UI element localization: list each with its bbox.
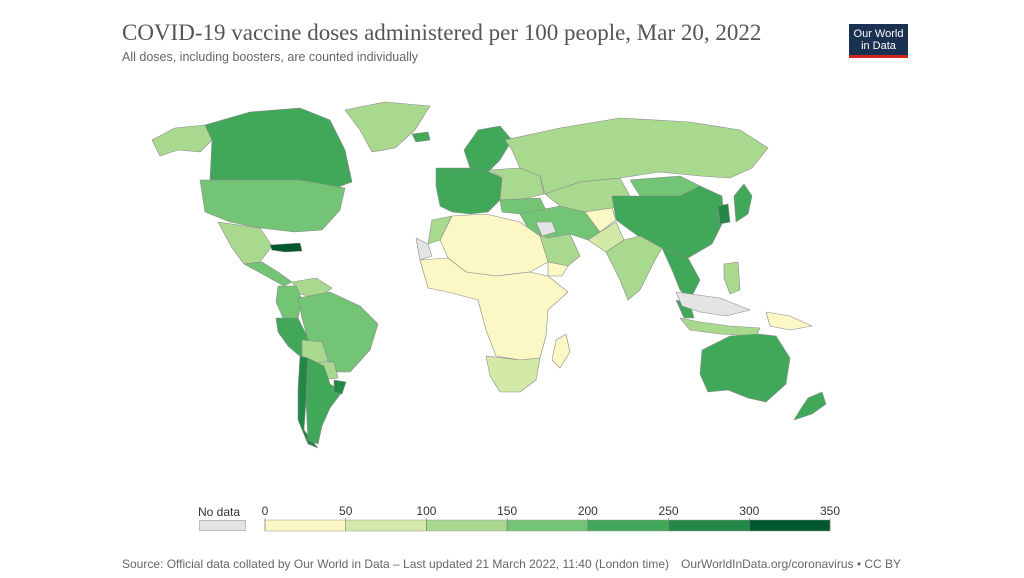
legend-tick-0: 0 [262, 504, 269, 518]
country-morocco[interactable] [427, 215, 453, 245]
logo-line-1: Our World [853, 28, 904, 40]
owid-logo[interactable]: Our World in Data [849, 24, 908, 58]
country-greenland[interactable] [344, 101, 431, 153]
country-colombia[interactable] [275, 285, 303, 321]
legend-bin-1[interactable] [345, 519, 427, 532]
legend-no-data-label: No data [198, 505, 241, 519]
legend-bin-0[interactable] [264, 519, 346, 532]
country-canada[interactable] [204, 107, 353, 191]
country-russia[interactable] [504, 117, 769, 195]
country-southeast-asia[interactable] [661, 247, 701, 301]
country-central-america[interactable] [243, 261, 293, 287]
country-argentina[interactable] [305, 357, 343, 445]
legend-bin-4[interactable] [587, 519, 669, 532]
country-western-europe[interactable] [435, 167, 503, 215]
country-new-guinea-west[interactable] [675, 291, 751, 317]
country-china[interactable] [611, 185, 725, 259]
country-afghanistan[interactable] [584, 207, 617, 233]
legend-tick-2: 100 [416, 504, 436, 518]
source-note: Source: Official data collated by Our Wo… [122, 557, 669, 571]
legend-tick-1: 50 [339, 504, 353, 518]
legend-tick-5: 250 [659, 504, 679, 518]
legend-tick-labels: 0 50 100 150 200 250 300 350 [262, 504, 840, 531]
country-shapes [151, 101, 827, 449]
country-arabian-peninsula-unknown[interactable] [535, 221, 557, 237]
legend-tick-3: 150 [497, 504, 517, 518]
country-sub-saharan-africa[interactable] [419, 257, 569, 361]
country-southern-africa[interactable] [485, 355, 541, 393]
country-uruguay[interactable] [333, 379, 347, 395]
legend-color-bar [264, 519, 831, 532]
country-new-zealand[interactable] [793, 391, 827, 421]
country-papua-new-guinea[interactable] [765, 311, 813, 331]
country-yemen[interactable] [547, 261, 569, 277]
legend-bin-6[interactable] [749, 519, 831, 532]
country-iceland[interactable] [411, 131, 431, 143]
country-pakistan[interactable] [587, 221, 625, 253]
country-philippines[interactable] [723, 261, 741, 295]
chart-title: COVID-19 vaccine doses administered per … [122, 20, 762, 45]
country-madagascar[interactable] [551, 333, 571, 369]
country-australia[interactable] [699, 333, 791, 403]
chart-subtitle: All doses, including boosters, are count… [122, 50, 419, 64]
country-india[interactable] [605, 235, 663, 301]
country-united-states[interactable] [199, 179, 346, 233]
legend-tick-7: 350 [820, 504, 840, 518]
country-western-sahara[interactable] [415, 237, 433, 261]
country-indonesia[interactable] [679, 317, 761, 337]
legend-tick-6: 300 [739, 504, 759, 518]
country-brazil[interactable] [297, 291, 379, 373]
legend-bin-5[interactable] [668, 519, 750, 532]
legend-no-data-swatch [199, 520, 246, 531]
country-scandinavia[interactable] [463, 125, 513, 173]
legend-bin-2[interactable] [426, 519, 508, 532]
legend-bin-3[interactable] [506, 519, 589, 532]
country-korea[interactable] [717, 203, 731, 225]
source-url[interactable]: OurWorldInData.org/coronavirus • CC BY [681, 557, 902, 571]
logo-line-2: in Data [861, 40, 896, 52]
country-japan[interactable] [733, 183, 753, 223]
country-alaska[interactable] [151, 124, 213, 157]
legend-tick-4: 200 [578, 504, 598, 518]
country-cuba[interactable] [269, 242, 303, 253]
